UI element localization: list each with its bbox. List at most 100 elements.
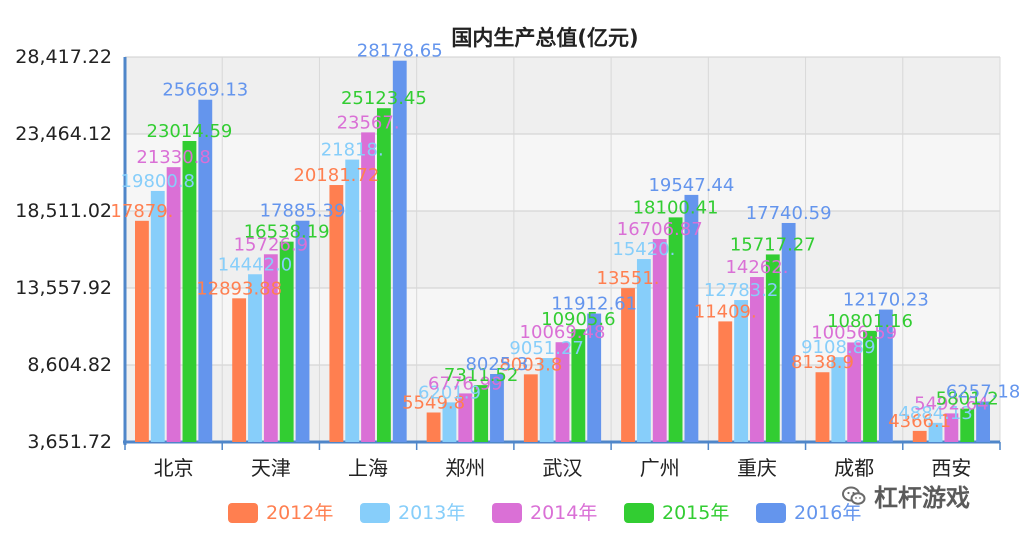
bar-2012年-广州 <box>621 288 635 442</box>
bar-2013年-上海 <box>345 159 360 442</box>
bar-2012年-郑州 <box>426 412 441 442</box>
bar-2016年-重庆 <box>781 222 796 442</box>
legend-label-2014年[interactable]: 2014年 <box>530 502 597 524</box>
x-tick-label: 重庆 <box>737 456 777 480</box>
bar-2016年-上海 <box>392 60 407 442</box>
data-label: 17740.59 <box>746 203 832 224</box>
bar-2016年-天津 <box>295 220 310 442</box>
data-label: 11409. <box>694 301 757 322</box>
data-label: 6257.18 <box>946 381 1020 402</box>
legend-swatch-2014年[interactable] <box>492 503 522 523</box>
x-tick-label: 西安 <box>931 456 971 480</box>
legend-label-2013年[interactable]: 2013年 <box>398 502 465 524</box>
x-tick-label: 郑州 <box>445 456 485 480</box>
data-label: 19800.8 <box>121 171 195 192</box>
x-tick-label: 北京 <box>154 456 194 480</box>
data-label: 14262. <box>725 257 788 278</box>
data-label: 14442.0 <box>218 254 292 275</box>
bar-2015年-郑州 <box>474 385 489 442</box>
data-label: 9108.89 <box>801 337 875 358</box>
bar-2015年-北京 <box>182 140 197 442</box>
y-tick-label: 8,604.82 <box>27 354 112 376</box>
legend-swatch-2012年[interactable] <box>228 503 258 523</box>
data-label: 23014.59 <box>147 121 233 142</box>
bar-2012年-武汉 <box>523 374 538 442</box>
data-label: 12783.2 <box>704 280 778 301</box>
data-label: 4884.13 <box>898 403 972 424</box>
data-label: 25123.45 <box>341 88 427 109</box>
data-label: 12170.23 <box>843 290 929 311</box>
chart-title: 国内生产总值(亿元) <box>451 26 638 50</box>
bar-2016年-成都 <box>878 309 893 442</box>
x-tick-label: 广州 <box>640 456 680 480</box>
bar-2016年-郑州 <box>490 374 504 442</box>
bar-2013年-天津 <box>248 274 262 442</box>
legend-label-2012年[interactable]: 2012年 <box>266 502 333 524</box>
data-label: 13551. <box>597 268 660 289</box>
legend-swatch-2015年[interactable] <box>624 503 654 523</box>
data-label: 25669.13 <box>162 80 248 101</box>
data-label: 11912.61 <box>551 294 637 315</box>
data-label: 4366.1 <box>888 411 951 432</box>
bar-2014年-上海 <box>361 132 375 442</box>
bar-2012年-重庆 <box>718 321 733 442</box>
data-label: 16706.87 <box>617 219 703 240</box>
data-label: 8138.9 <box>791 352 854 373</box>
legend-swatch-2016年[interactable] <box>756 503 786 523</box>
legend-label-2016年[interactable]: 2016年 <box>794 502 861 524</box>
bar-2014年-重庆 <box>750 277 764 442</box>
data-label: 5492.64 <box>914 393 988 414</box>
data-label: 10056.59 <box>811 322 897 343</box>
bar-2015年-西安 <box>960 408 975 442</box>
data-label: 19547.44 <box>648 175 734 196</box>
data-label: 12893.88 <box>196 278 282 299</box>
bar-2013年-广州 <box>636 259 651 442</box>
bar-2012年-天津 <box>232 298 247 442</box>
data-label: 21818. <box>321 140 384 161</box>
data-label: 15717.27 <box>730 234 816 255</box>
bar-2012年-成都 <box>815 372 830 442</box>
data-label: 8025.3 <box>465 354 528 375</box>
bar-2014年-成都 <box>847 342 862 442</box>
bar-2014年-郑州 <box>458 393 473 442</box>
x-tick-label: 上海 <box>348 456 388 480</box>
data-label: 6201.9 <box>418 382 481 403</box>
bar-2014年-西安 <box>944 413 959 442</box>
data-label: 17879. <box>110 201 173 222</box>
bar-2014年-北京 <box>166 167 181 442</box>
bar-2016年-武汉 <box>587 313 602 442</box>
wechat-icon <box>842 486 866 505</box>
data-label: 20181.72 <box>293 165 379 186</box>
y-tick-label: 23,464.12 <box>15 123 112 145</box>
data-label: 15726.9 <box>234 234 308 255</box>
bar-2013年-重庆 <box>734 300 749 442</box>
data-label: 10905.6 <box>541 309 615 330</box>
data-label: 10801.16 <box>827 311 913 332</box>
bar-2015年-成都 <box>863 330 877 442</box>
data-label: 18100.41 <box>633 197 719 218</box>
bar-2012年-北京 <box>135 220 149 442</box>
legend-swatch-2013年[interactable] <box>360 503 390 523</box>
x-tick-label: 成都 <box>834 456 874 480</box>
data-label: 23567. <box>337 112 400 133</box>
bar-2013年-北京 <box>150 190 165 442</box>
bar-2014年-天津 <box>263 254 278 442</box>
y-tick-label: 13,557.92 <box>15 277 112 299</box>
data-label: 8003.8 <box>499 354 562 375</box>
watermark: 杠杆游戏 <box>842 478 970 513</box>
data-label: 5801.2 <box>936 389 999 410</box>
y-tick-label: 3,651.72 <box>27 431 112 453</box>
bar-2012年-上海 <box>329 185 344 443</box>
bar-2014年-广州 <box>652 239 667 442</box>
legend-label-2015年[interactable]: 2015年 <box>662 502 729 524</box>
data-label: 5549.8 <box>402 392 465 413</box>
bar-2016年-广州 <box>684 194 699 442</box>
data-label: 15420. <box>612 239 675 260</box>
data-label: 6776.99 <box>428 373 502 394</box>
data-label: 28178.65 <box>357 41 443 62</box>
y-tick-label: 18,511.02 <box>15 200 112 222</box>
data-label: 9051.27 <box>509 338 583 359</box>
x-tick-label: 天津 <box>251 456 291 480</box>
data-label: 17885.39 <box>260 201 346 222</box>
